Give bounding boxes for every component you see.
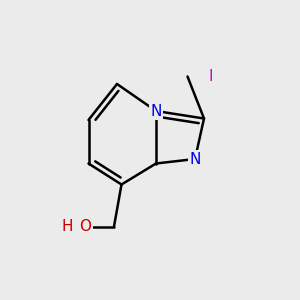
Text: O: O <box>80 219 92 234</box>
Text: H: H <box>62 219 73 234</box>
Text: N: N <box>150 103 162 118</box>
Text: N: N <box>189 152 201 166</box>
Text: I: I <box>208 69 213 84</box>
